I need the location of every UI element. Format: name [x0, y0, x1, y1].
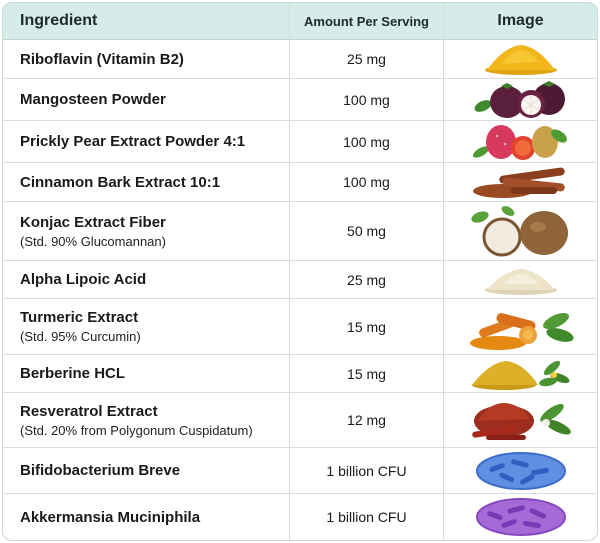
ingredient-amount: 100 mg [343, 174, 390, 190]
table-row: Bifidobacterium Breve 1 billion CFU [3, 448, 597, 494]
ingredient-name: Berberine HCL [20, 365, 126, 382]
table-row: Alpha Lipoic Acid 25 mg [3, 261, 597, 299]
header-ingredient: Ingredient [3, 3, 290, 39]
prickly-pear-fruit-icon [472, 124, 567, 160]
ingredient-name: Alpha Lipoic Acid [20, 271, 147, 288]
ingredient-amount: 12 mg [347, 412, 386, 428]
table-row: Turmeric Extract (Std. 95% Curcumin) 15 … [3, 299, 597, 355]
table-header: Ingredient Amount Per Serving Image [3, 3, 597, 40]
ingredient-subtitle: (Std. 20% from Polygonum Cuspidatum) [20, 422, 253, 438]
ingredient-amount: 25 mg [347, 271, 386, 288]
purple-bacteria-icon [475, 498, 566, 536]
ingredient-amount: 100 mg [343, 133, 390, 150]
berberine-powder-icon [471, 360, 569, 390]
ingredient-amount: 1 billion CFU [326, 509, 407, 525]
table-row: Riboflavin (Vitamin B2) 25 mg [3, 40, 597, 79]
table-row: Mangosteen Powder 100 mg [3, 79, 597, 121]
konjac-root-icon [470, 206, 568, 257]
ingredient-name: Mangosteen Powder [20, 91, 166, 108]
white-powder-icon [484, 268, 557, 295]
table-row: Akkermansia Muciniphila 1 billion CFU [3, 494, 597, 540]
ingredient-name: Konjac Extract Fiber [20, 213, 166, 231]
ingredient-name: Resveratrol Extract [20, 402, 158, 420]
cinnamon-sticks-icon [472, 167, 565, 198]
header-image: Image [497, 12, 544, 29]
resveratrol-powder-icon [471, 403, 571, 440]
yellow-powder-icon [484, 45, 557, 75]
ingredient-amount: 15 mg [347, 318, 386, 335]
blue-bacteria-icon [475, 451, 566, 490]
ingredient-name: Prickly Pear Extract Powder 4:1 [20, 133, 246, 150]
ingredient-amount: 100 mg [343, 91, 390, 108]
ingredient-subtitle: (Std. 90% Glucomannan) [20, 233, 166, 249]
ingredient-amount: 25 mg [347, 51, 386, 67]
table-row: Cinnamon Bark Extract 10:1 100 mg [3, 163, 597, 202]
mangosteen-fruit-icon [474, 80, 565, 118]
header-amount: Amount Per Serving [290, 3, 444, 39]
ingredient-amount: 50 mg [347, 223, 386, 239]
ingredient-name: Riboflavin (Vitamin B2) [20, 50, 184, 68]
turmeric-root-icon [469, 312, 574, 350]
ingredient-amount: 1 billion CFU [326, 462, 407, 479]
ingredient-name: Turmeric Extract [20, 309, 139, 326]
ingredient-name: Bifidobacterium Breve [20, 462, 181, 479]
ingredient-amount: 15 mg [347, 365, 386, 382]
ingredient-name: Cinnamon Bark Extract 10:1 [20, 173, 221, 191]
table-row: Prickly Pear Extract Powder 4:1 100 mg [3, 121, 597, 163]
ingredient-name: Akkermansia Muciniphila [20, 508, 201, 526]
table-row: Resveratrol Extract (Std. 20% from Polyg… [3, 393, 597, 448]
table-row: Konjac Extract Fiber (Std. 90% Glucomann… [3, 202, 597, 261]
table-row: Berberine HCL 15 mg [3, 355, 597, 393]
ingredient-subtitle: (Std. 95% Curcumin) [20, 329, 141, 344]
